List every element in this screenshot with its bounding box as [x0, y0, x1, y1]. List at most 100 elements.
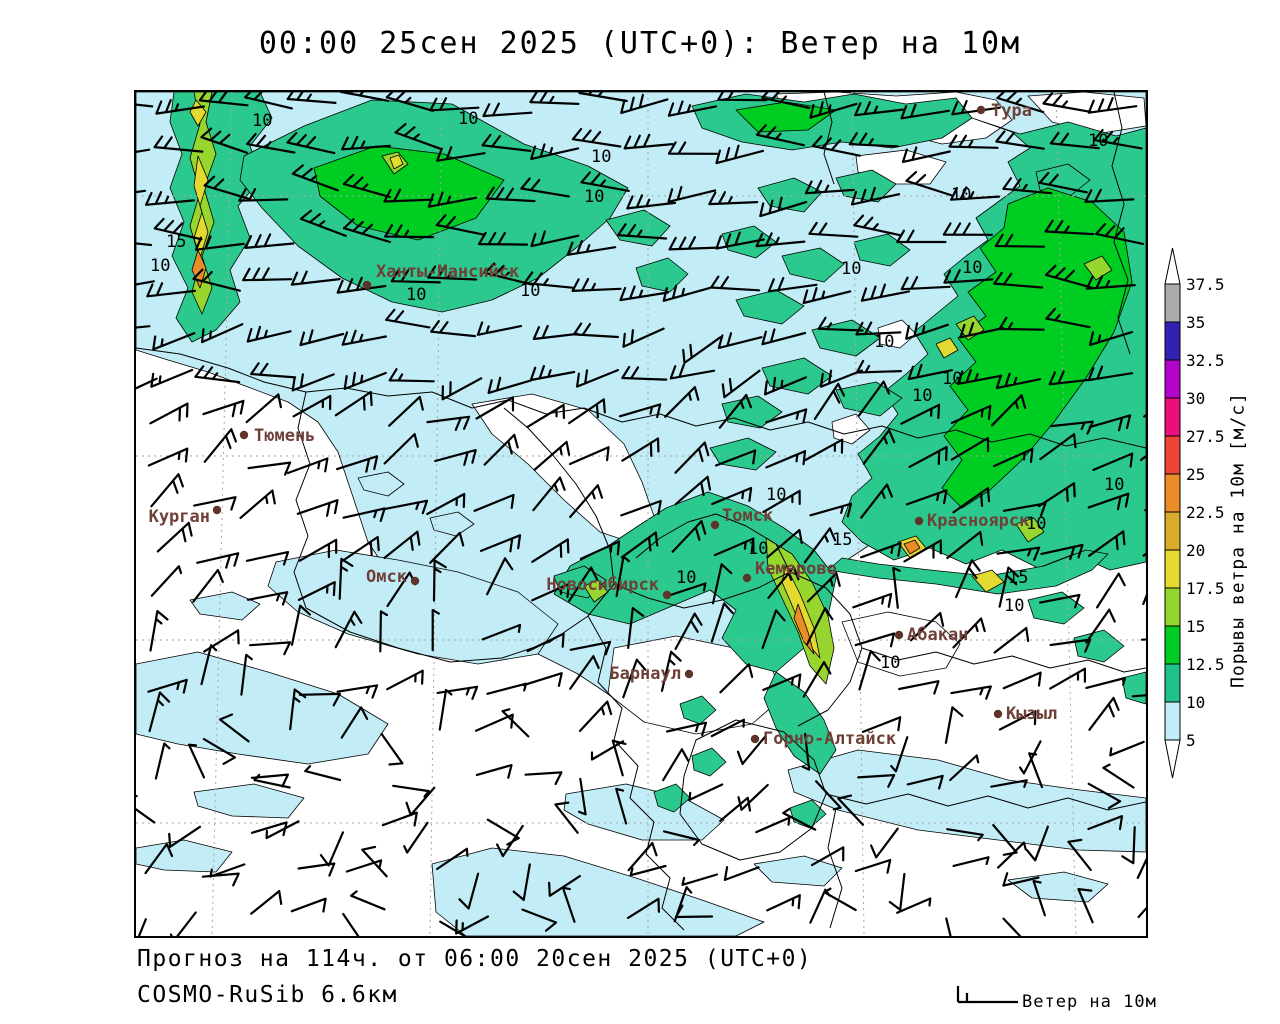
city-marker: [894, 630, 904, 640]
gust-field-c17: [389, 154, 404, 170]
forecast-info-line: Прогноз на 114ч. от 06:00 20сен 2025 (UT…: [137, 946, 813, 972]
wind-barb: [187, 743, 206, 779]
wind-barb: [394, 123, 442, 150]
wind-barb: [290, 270, 341, 286]
city-label: Новосибирск: [546, 575, 659, 595]
wind-barb: [671, 520, 707, 553]
wind-barb: [486, 682, 528, 695]
wind-barb: [1085, 608, 1116, 644]
gust-field-c12: [313, 145, 505, 241]
region-border: [587, 615, 685, 931]
wind-barb: [154, 742, 171, 780]
wind-barb: [244, 233, 295, 249]
wind-barb: [246, 591, 289, 606]
gust-field-c5: [193, 783, 305, 819]
wind-barb: [995, 372, 1042, 390]
wind-barb: [952, 617, 986, 649]
contour-label: 10: [874, 332, 894, 352]
wind-barb: [334, 610, 363, 649]
wind-barb: [568, 566, 598, 602]
wind-barb: [996, 546, 1041, 561]
wind-barb: [717, 92, 768, 102]
wind-barb: [767, 566, 800, 599]
gust-field-c10: [1121, 671, 1146, 705]
wind-barb: [265, 820, 300, 840]
wind-barb: [723, 866, 760, 881]
wind-barb: [623, 133, 674, 150]
city-marker: [212, 505, 222, 515]
gust-field-c10: [757, 177, 823, 213]
wind-barb: [342, 173, 392, 199]
wind-barb: [244, 92, 293, 110]
wind-barb: [998, 316, 1045, 331]
wind-barb: [153, 217, 203, 241]
wind-barb: [530, 143, 580, 160]
legend-segment: [1164, 549, 1181, 589]
wind-barb: [861, 716, 902, 733]
wind-barb: [762, 673, 802, 691]
wind-barb: [245, 551, 290, 566]
wind-barb: [203, 428, 237, 463]
wind-barb: [341, 135, 391, 151]
city-marker: [750, 734, 760, 744]
wind-barb: [615, 787, 628, 825]
wind-barb: [854, 858, 892, 874]
wind-barb: [342, 507, 386, 522]
wind-barb: [995, 130, 1045, 150]
wind-barb: [1067, 838, 1092, 872]
wind-barb: [1044, 219, 1095, 236]
wind-barb: [898, 680, 940, 695]
wind-barb: [1089, 331, 1134, 346]
wind-barb: [168, 825, 202, 848]
wind-barb: [386, 669, 424, 691]
wind-barb: [529, 365, 576, 382]
wind-barb: [150, 565, 183, 597]
wind-barb: [993, 626, 1030, 654]
wind-barb: [1140, 638, 1146, 641]
wind-barb: [809, 502, 853, 518]
wind-barb: [810, 846, 845, 867]
wind-barb: [484, 262, 533, 286]
gust-field-c17: [935, 337, 959, 359]
wind-barb: [804, 179, 855, 195]
wind-barb: [286, 131, 336, 155]
wind-barb: [249, 641, 292, 656]
wind-barb: [296, 499, 339, 517]
legend-tick-label: 35: [1186, 313, 1205, 332]
wind-barb: [755, 124, 805, 147]
wind-barb: [458, 872, 480, 910]
city-label: Кемерово: [755, 559, 837, 579]
wind-barb: [823, 887, 857, 912]
wind-barb: [850, 186, 901, 206]
wind-barb: [1039, 593, 1081, 609]
wind-barb: [662, 748, 690, 782]
wind-barb: [136, 377, 158, 390]
wind-barb: [523, 271, 574, 289]
wind-barb: [674, 612, 703, 650]
wind-barb: [239, 489, 276, 519]
wind-barb: [802, 661, 832, 698]
wind-barb: [405, 786, 436, 817]
gust-field-c5: [431, 847, 765, 936]
wind-barb: [345, 859, 383, 873]
wind-barb: [626, 194, 677, 210]
wind-barb: [501, 708, 530, 738]
barb-legend: Ветер на 10м: [948, 978, 1278, 1018]
wind-barb: [991, 394, 1027, 427]
wind-barb: [298, 538, 338, 562]
wind-barb: [815, 780, 842, 811]
wind-barb: [569, 655, 600, 690]
wind-barb: [240, 653, 253, 696]
gust-field-c5: [189, 591, 261, 621]
wind-barb: [710, 718, 745, 738]
wind-barb: [531, 538, 570, 563]
wind-barb: [1087, 365, 1134, 382]
wind-barb: [674, 475, 712, 506]
wind-barb: [761, 609, 786, 650]
wind-barb: [383, 433, 419, 465]
wind-barb: [956, 368, 1003, 385]
wind-barb: [430, 320, 477, 338]
wind-barb: [572, 322, 619, 339]
wind-barb: [384, 224, 435, 239]
wind-barb: [341, 535, 380, 562]
